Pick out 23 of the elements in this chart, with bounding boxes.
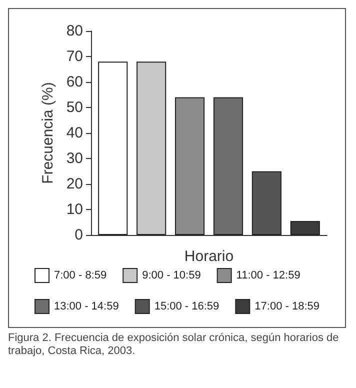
legend-label: 13:00 - 14:59 [54,300,119,312]
bar [252,171,282,235]
text: Figura 2. Frecuencia de exposición solar crónica, según horarios de trabajo, Costa Rica, 2003. [8,332,340,358]
bar [98,62,128,235]
bar [213,97,244,235]
y-tick-label: 0 [74,226,83,244]
legend-label: 17:00 - 18:59 [254,300,320,312]
legend-label: 7:00 - 8:59 [54,270,107,282]
y-tick-label: 30 [66,150,83,167]
y-tick-label: 20 [66,176,83,192]
y-tick-label: 60 [66,74,83,90]
legend-label: 11:00 - 12:59 [236,270,300,282]
y-tick-label: 80 [66,22,83,40]
bar [174,97,205,235]
bar [136,62,166,235]
legend-label: 9:00 - 10:59 [142,270,201,282]
y-tick-label: 10 [66,201,83,218]
y-tick-label: 50 [66,99,83,116]
x-axis-title: Horario [184,248,234,265]
y-tick-label: 40 [66,124,83,142]
y-axis-title: Frecuencia (%) [39,82,56,184]
legend-label: 15:00 - 16:59 [154,300,220,312]
y-tick-label: 70 [66,48,83,65]
